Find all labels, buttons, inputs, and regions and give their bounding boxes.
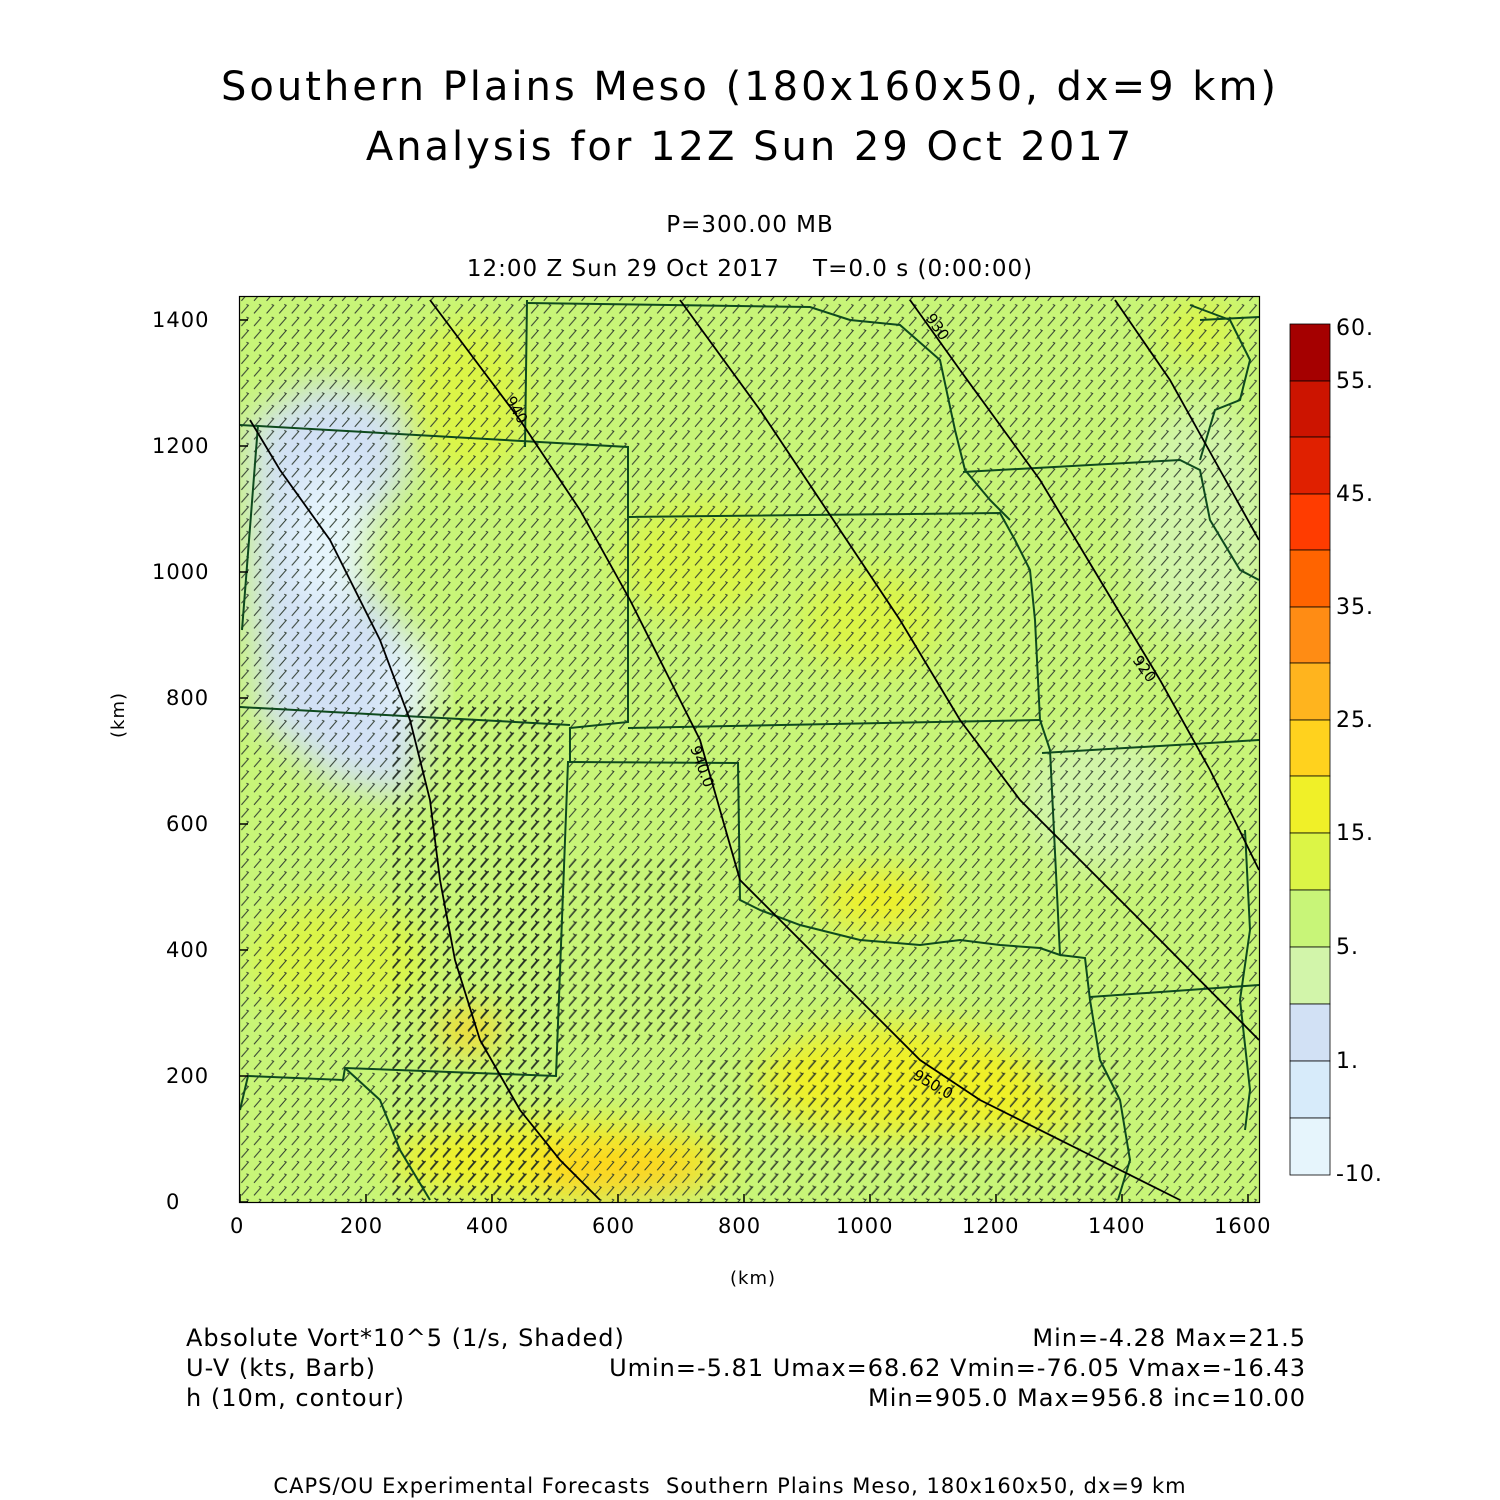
x-axis-ticks bbox=[239, 1194, 1249, 1202]
valid-time: 12:00 Z Sun 29 Oct 2017 T=0.0 s (0:00:00… bbox=[466, 256, 1034, 282]
x-tick-label: 1000 bbox=[836, 1214, 894, 1238]
colorbar-label: 45. bbox=[1336, 482, 1374, 507]
height-legend: h (10m, contour) bbox=[186, 1384, 406, 1412]
y-tick-label: 400 bbox=[166, 938, 210, 962]
x-tick-label: 400 bbox=[466, 1214, 510, 1238]
x-tick-label: 600 bbox=[592, 1214, 636, 1238]
colorbar bbox=[1289, 323, 1331, 1176]
vorticity-shading bbox=[240, 297, 1259, 1202]
height-contours bbox=[249, 299, 1259, 1201]
pressure-level: P=300.00 MB bbox=[666, 212, 834, 238]
colorbar-label: 5. bbox=[1336, 935, 1359, 960]
x-tick-label: 1400 bbox=[1088, 1214, 1146, 1238]
colorbar-label: 25. bbox=[1336, 708, 1374, 733]
x-axis-label: (km) bbox=[730, 1268, 777, 1289]
y-tick-label: 1000 bbox=[152, 560, 210, 584]
vorticity-legend: Absolute Vort*10^5 (1/s, Shaded) bbox=[186, 1324, 625, 1352]
colorbar-label: 55. bbox=[1336, 369, 1374, 394]
colorbar-label: 1. bbox=[1336, 1049, 1359, 1074]
x-tick-label: 800 bbox=[718, 1214, 762, 1238]
y-axis-label: (km) bbox=[108, 691, 129, 738]
footer-credit: CAPS/OU Experimental Forecasts Southern … bbox=[273, 1474, 1187, 1498]
x-tick-label: 1600 bbox=[1214, 1214, 1272, 1238]
map-title: Southern Plains Meso (180x160x50, dx=9 k… bbox=[220, 64, 1280, 110]
plot-frame bbox=[238, 295, 1261, 1204]
y-axis-ticks bbox=[240, 319, 248, 1203]
y-tick-label: 0 bbox=[166, 1190, 181, 1214]
y-tick-label: 800 bbox=[166, 686, 210, 710]
wind-legend: U-V (kts, Barb) bbox=[186, 1354, 376, 1382]
x-tick-label: 0 bbox=[230, 1214, 245, 1238]
y-tick-label: 1200 bbox=[152, 434, 210, 458]
y-tick-label: 200 bbox=[166, 1064, 210, 1088]
height-stats: Min=905.0 Max=956.8 inc=10.00 bbox=[868, 1384, 1306, 1412]
colorbar-label: 15. bbox=[1336, 821, 1374, 846]
colorbar-label: 35. bbox=[1336, 595, 1374, 620]
vorticity-stats: Min=-4.28 Max=21.5 bbox=[1032, 1324, 1306, 1352]
x-tick-label: 200 bbox=[340, 1214, 384, 1238]
wind-stats: Umin=-5.81 Umax=68.62 Vmin=-76.05 Vmax=-… bbox=[609, 1354, 1306, 1382]
colorbar-label: -10. bbox=[1336, 1162, 1383, 1187]
map-subtitle-analysis: Analysis for 12Z Sun 29 Oct 2017 bbox=[365, 124, 1135, 170]
y-tick-label: 600 bbox=[166, 812, 210, 836]
y-tick-label: 1400 bbox=[152, 308, 210, 332]
state-boundaries bbox=[240, 299, 1259, 1201]
x-tick-label: 1200 bbox=[962, 1214, 1020, 1238]
colorbar-label: 60. bbox=[1336, 316, 1374, 341]
